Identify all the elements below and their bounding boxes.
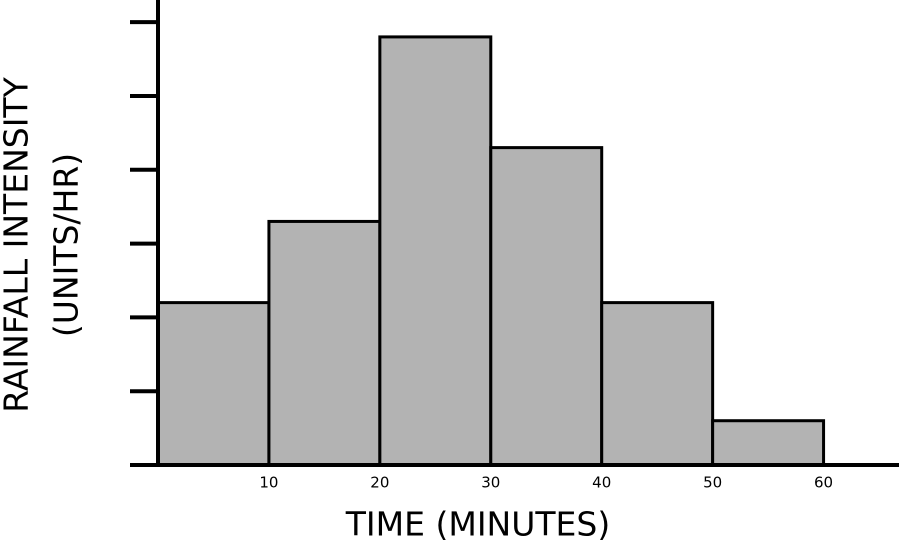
x-tick-label: 60 bbox=[814, 474, 833, 492]
x-tick-label: 30 bbox=[481, 474, 500, 492]
bar bbox=[711, 419, 826, 467]
y-axis-label: RAINFALL INTENSITY bbox=[0, 76, 36, 412]
bar bbox=[267, 219, 382, 467]
bar bbox=[489, 146, 604, 467]
bar bbox=[600, 301, 715, 467]
bar bbox=[378, 35, 493, 467]
bar bbox=[156, 301, 271, 467]
x-tick-label: 20 bbox=[370, 474, 389, 492]
x-tick-label: 50 bbox=[703, 474, 722, 492]
x-tick-label: 10 bbox=[259, 474, 278, 492]
y-axis-label: (UNITS/HR) bbox=[47, 153, 86, 337]
x-tick-label: 40 bbox=[592, 474, 611, 492]
x-axis-label: TIME (MINUTES) bbox=[345, 505, 610, 544]
